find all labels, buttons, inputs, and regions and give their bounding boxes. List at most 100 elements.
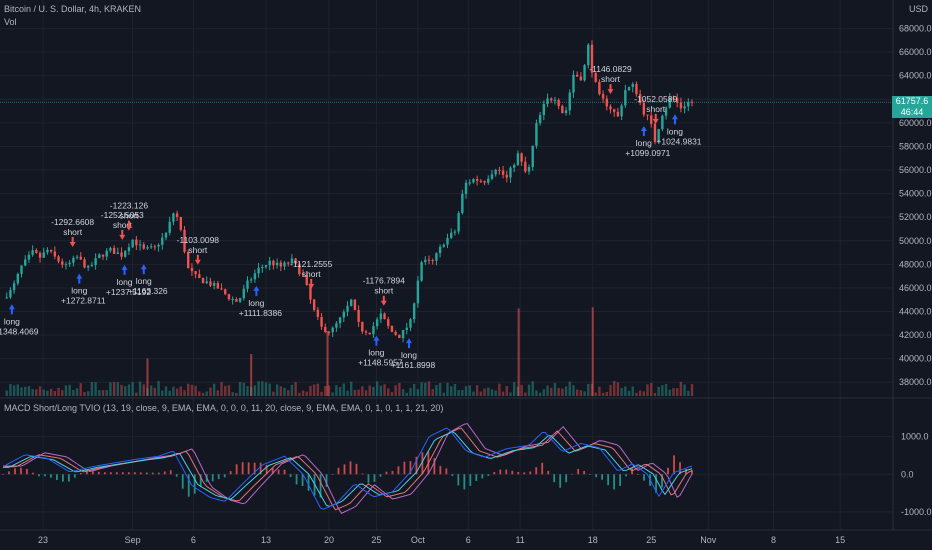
candle-body	[431, 260, 434, 262]
macd-histogram-bar	[655, 474, 657, 493]
volume-bar	[46, 390, 49, 396]
macd-histogram-bar	[547, 470, 550, 475]
volume-bar	[512, 382, 516, 396]
candle-body	[64, 264, 68, 266]
candle-body	[49, 249, 53, 252]
macd-histogram-bar	[97, 471, 100, 475]
macd-histogram-bar	[481, 474, 484, 479]
candle-body	[642, 102, 646, 115]
volume-bar	[149, 385, 153, 396]
candle-body	[638, 94, 642, 103]
indicator-title[interactable]: MACD Short/Long TVIO (13, 19, close, 9, …	[4, 403, 444, 413]
candle-body	[450, 232, 453, 238]
price-tick-label: 58000.0	[899, 141, 932, 151]
macd-histogram-bar	[139, 472, 142, 475]
macd-histogram-bar	[103, 472, 106, 475]
candle-body	[668, 97, 671, 108]
candle-body	[301, 274, 305, 276]
macd-histogram-bar	[44, 474, 46, 477]
candle-body	[320, 316, 323, 327]
candle-body	[220, 288, 223, 290]
macd-histogram-bar	[559, 474, 562, 488]
long-profit: +1024.9831	[656, 136, 701, 146]
macd-histogram-bar	[463, 474, 466, 490]
volume-bar	[679, 381, 683, 396]
volume-bar	[327, 385, 331, 396]
long-arrow	[640, 126, 647, 137]
volume-label: Vol	[4, 17, 17, 27]
macd-histogram-bar	[157, 472, 160, 475]
short-label: short	[302, 269, 322, 279]
volume-bar	[438, 383, 442, 396]
macd-histogram-bar	[32, 472, 34, 475]
macd-histogram-bar	[217, 474, 220, 480]
candle-body	[312, 299, 316, 310]
candle-body	[401, 330, 405, 339]
candle-body	[605, 98, 609, 107]
volume-bar	[550, 387, 553, 396]
short-loss: -1146.0829	[589, 64, 632, 74]
volume-bar	[279, 386, 283, 396]
volume-bar	[675, 388, 679, 396]
volume-bar	[12, 385, 16, 396]
candle-body	[553, 99, 557, 101]
time-axis[interactable]: 23 Sep 6 13 20 25 Oct 6 11 18 25 Nov 8 15	[38, 535, 845, 545]
macd-histogram-bar	[613, 474, 616, 490]
candle-body	[527, 167, 531, 172]
macd-histogram-bar	[433, 458, 436, 475]
macd-histogram-bar	[289, 474, 292, 478]
macd-histogram-bar	[85, 471, 88, 475]
macd-histogram-bar	[235, 464, 238, 475]
macd-histogram-bar	[175, 474, 178, 477]
candle-body	[472, 179, 475, 183]
candle-body	[324, 326, 327, 333]
volume-bar	[83, 392, 86, 396]
volume-bar	[38, 386, 42, 396]
volume-bar	[175, 388, 179, 396]
candle-body	[238, 298, 242, 302]
volume-bar	[613, 381, 616, 396]
volume-bar	[638, 390, 642, 396]
candle-body	[261, 267, 264, 269]
candle-body	[27, 254, 31, 260]
candle-body	[5, 297, 8, 299]
volume-bar	[668, 389, 671, 396]
candle-body	[579, 76, 583, 81]
macd-histogram-bar	[385, 471, 388, 475]
macd-histogram-bar	[493, 471, 496, 475]
volume-bar	[68, 384, 71, 396]
macd-histogram-bar	[691, 469, 693, 475]
volume-bar	[375, 381, 379, 396]
volume-bar	[527, 384, 531, 396]
long-profit: +1237.5192	[106, 287, 151, 297]
candle-body	[53, 251, 57, 257]
candle-body	[350, 299, 353, 306]
macd-histogram-bar	[409, 461, 412, 475]
macd-histogram-bar	[637, 474, 639, 475]
long-profit: +1348.4069	[0, 326, 39, 336]
candle-body	[316, 309, 320, 317]
volume-bar	[309, 385, 312, 396]
macd-histogram-bar	[331, 474, 334, 475]
macd-tick-label: 0.0	[901, 469, 914, 479]
volume-bar	[201, 392, 205, 396]
price-tick-label: 50000.0	[899, 236, 932, 246]
volume-bar	[524, 392, 527, 396]
candle-body	[494, 169, 497, 175]
candle-body	[246, 280, 249, 289]
volume-bar	[212, 383, 216, 396]
price-tick-label: 42000.0	[899, 330, 932, 340]
short-label: short	[119, 211, 139, 221]
candle-body	[357, 309, 360, 322]
volume-bar	[479, 391, 483, 396]
price-tick-label: 64000.0	[899, 71, 932, 81]
candle-body	[490, 174, 494, 179]
volume-bar	[42, 389, 45, 396]
volume-bar	[598, 386, 601, 396]
candle-body	[587, 44, 590, 66]
macd-pane	[2, 423, 693, 514]
candle-body	[172, 213, 175, 222]
volume-bar	[683, 384, 686, 396]
volume-bar	[387, 388, 390, 396]
